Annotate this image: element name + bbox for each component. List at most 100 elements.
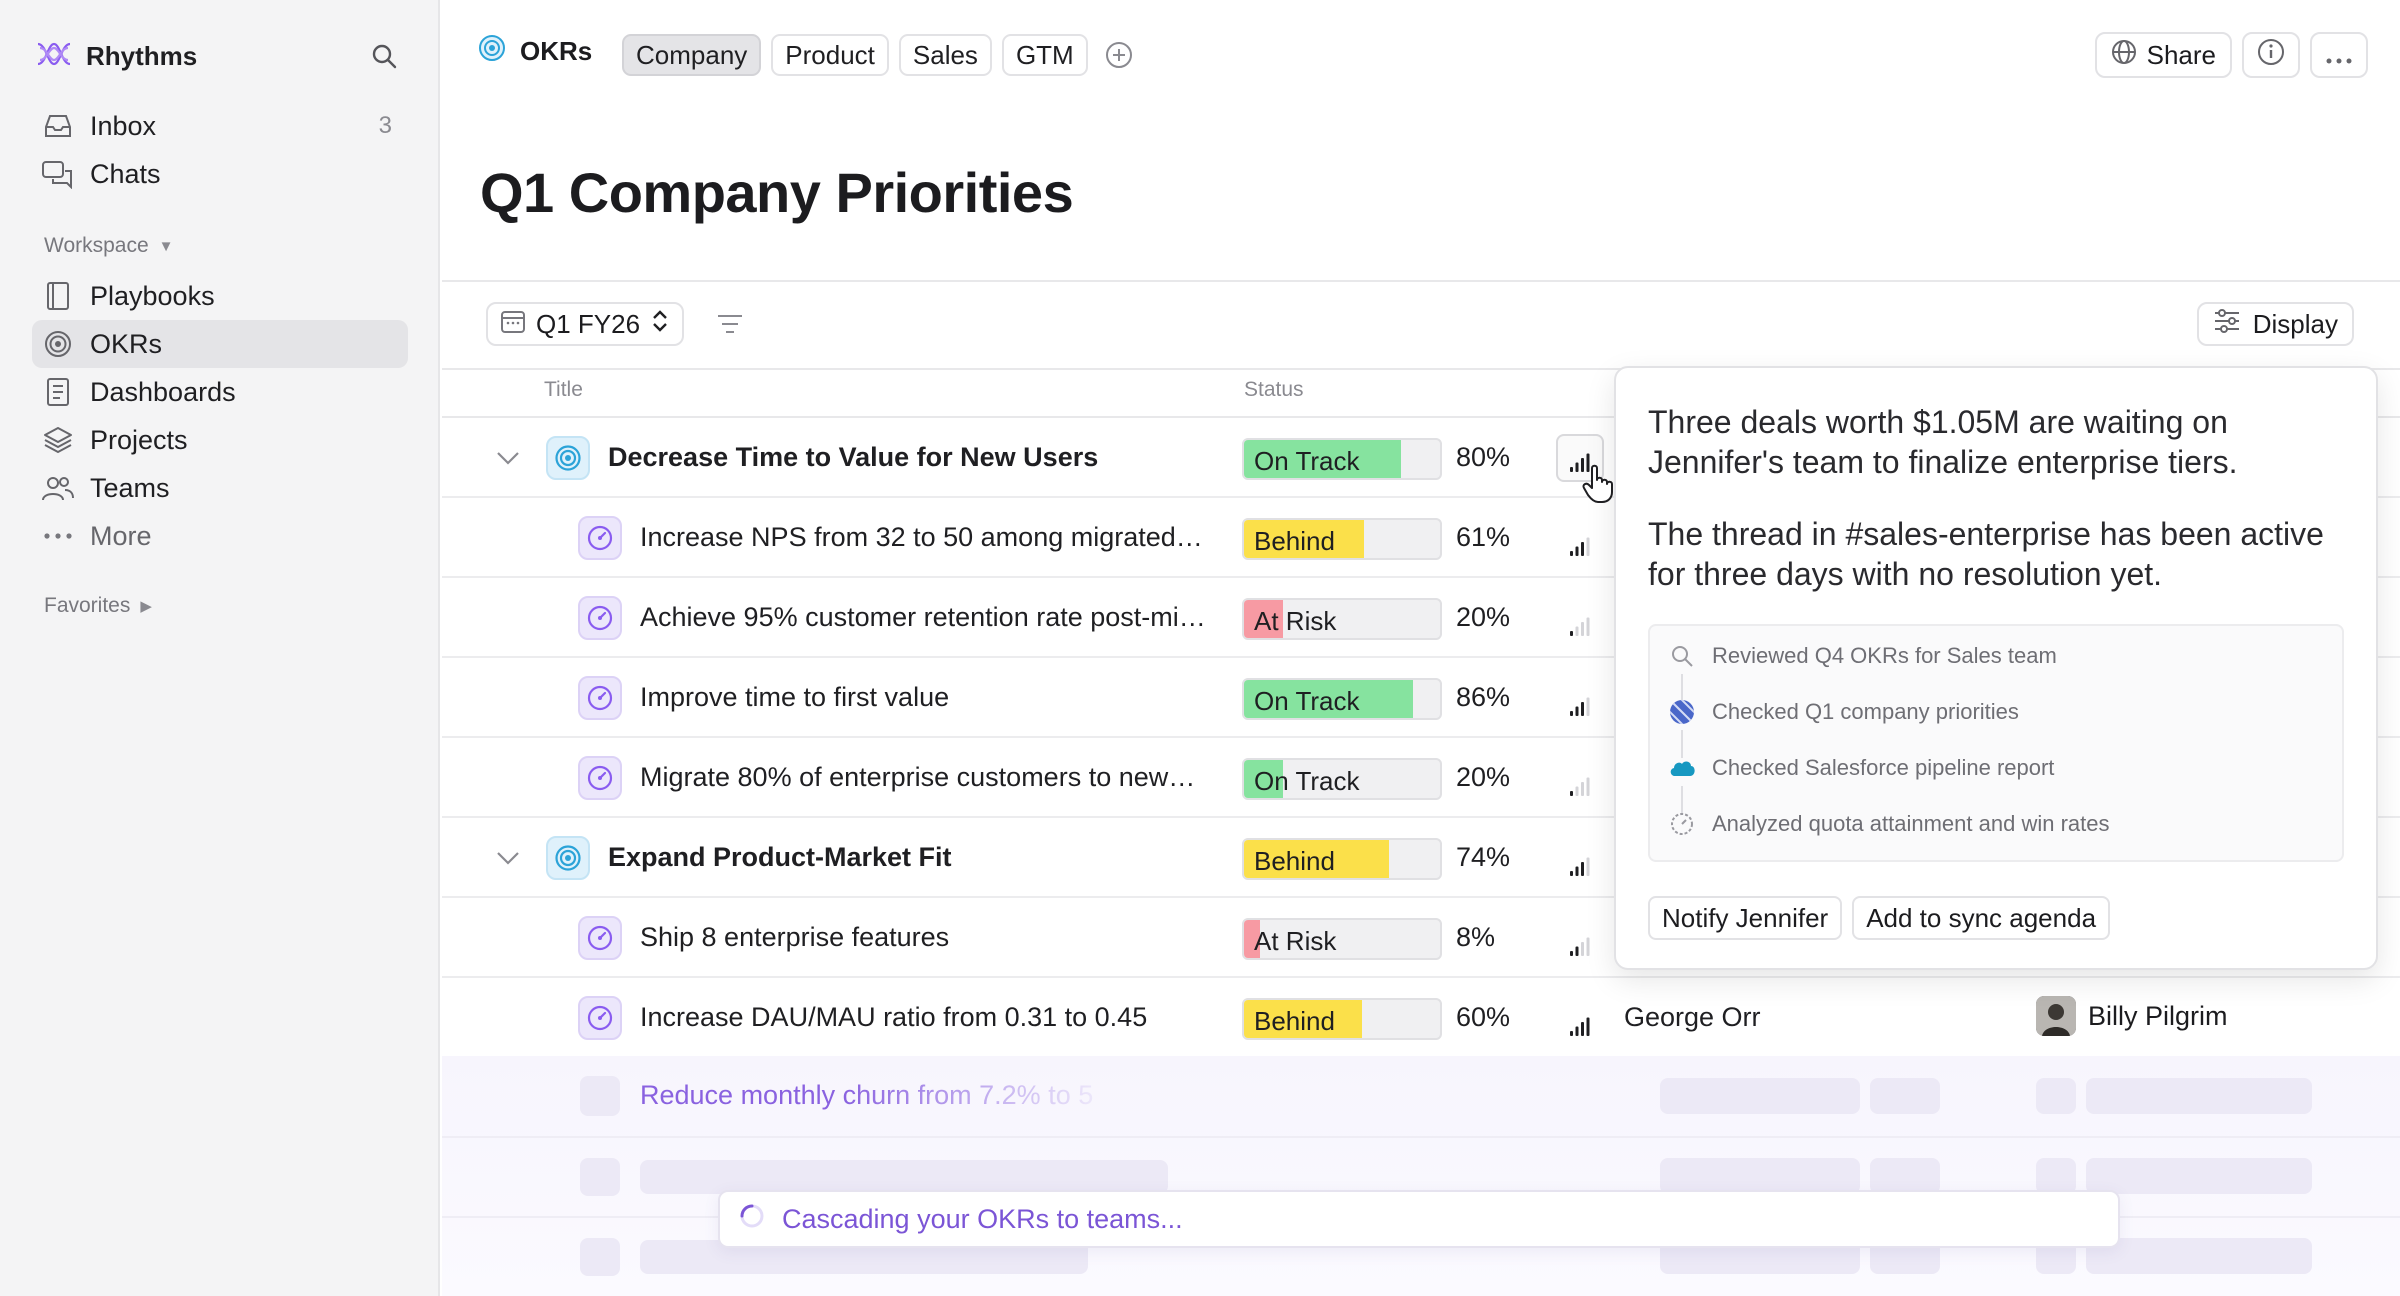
signal-strength-icon[interactable] — [1562, 680, 1598, 716]
favorites-section-toggle[interactable]: Favorites ▶ — [44, 594, 152, 618]
sidebar-item-projects[interactable]: Projects — [32, 416, 408, 464]
divider — [442, 368, 2400, 370]
filter-icon[interactable] — [712, 306, 748, 342]
sidebar-item-chats[interactable]: Chats — [32, 150, 408, 198]
key-result-row[interactable]: Increase DAU/MAU ratio from 0.31 to 0.45… — [442, 978, 2400, 1058]
signal-bar — [1575, 866, 1579, 876]
signal-strength-icon[interactable] — [1562, 1000, 1598, 1036]
signal-strength-icon[interactable] — [1562, 760, 1598, 796]
row-title[interactable]: Increase DAU/MAU ratio from 0.31 to 0.45 — [640, 1002, 1148, 1032]
key-result-row[interactable]: Ship 8 enterprise features At Risk 8% — [442, 898, 2400, 978]
progress-percent: 60% — [1456, 1002, 1511, 1032]
status-bar[interactable]: Behind — [1242, 998, 1442, 1040]
okr-target-icon — [478, 34, 506, 69]
signal-bar — [1581, 702, 1584, 716]
progress-percent: 74% — [1456, 842, 1511, 872]
key-result-row[interactable]: Achieve 95% customer retention rate post… — [442, 578, 2400, 658]
assignee[interactable]: Billy Pilgrim — [2036, 996, 2228, 1036]
sidebar-item-teams[interactable]: Teams — [32, 464, 408, 512]
row-title[interactable]: Increase NPS from 32 to 50 among migrate… — [640, 522, 1203, 552]
signal-strength-icon[interactable] — [1562, 840, 1598, 876]
tab-sales[interactable]: Sales — [898, 34, 992, 76]
activity-item: Checked Salesforce pipeline report — [1668, 754, 2054, 782]
signal-bar — [1570, 631, 1573, 636]
status-progress-fill — [1244, 760, 1284, 798]
insight-paragraph: Three deals worth $1.05M are waiting on … — [1648, 404, 2238, 480]
status-bar[interactable]: On Track — [1242, 438, 1442, 480]
add-tab-plus-icon[interactable] — [1098, 34, 1140, 76]
search-icon[interactable] — [364, 36, 404, 76]
status-label: On Track — [1254, 446, 1360, 476]
tab-product[interactable]: Product — [771, 34, 889, 76]
page-title: Q1 Company Priorities — [480, 161, 1074, 224]
signal-bar — [1586, 777, 1590, 796]
sidebar-item-inbox[interactable]: Inbox 3 — [32, 102, 408, 150]
workspace-section-toggle[interactable]: Workspace ▼ — [44, 234, 174, 258]
quarter-selector[interactable]: Q1 FY26 — [486, 302, 685, 346]
sidebar-item-label: Dashboards — [90, 376, 236, 407]
signal-strength-icon[interactable] — [1562, 920, 1598, 956]
notify-jennifer-button[interactable]: Notify Jennifer — [1648, 896, 1843, 940]
status-bar[interactable]: Behind — [1242, 838, 1442, 880]
objective-row[interactable]: Decrease Time to Value for New Users On T… — [442, 418, 2400, 498]
gauge-icon — [1668, 810, 1696, 838]
column-header-title[interactable]: Title — [544, 378, 583, 401]
signal-bar — [1581, 622, 1584, 636]
row-title[interactable]: Improve time to first value — [640, 682, 950, 712]
sidebar-item-label: More — [90, 520, 152, 551]
status-progress-fill — [1244, 920, 1260, 958]
signal-strength-icon[interactable] — [1562, 600, 1598, 636]
add-to-sync-agenda-button[interactable]: Add to sync agenda — [1852, 896, 2111, 940]
signal-strength-icon[interactable] — [1562, 520, 1598, 556]
salesforce-cloud-icon — [1668, 754, 1696, 782]
row-title[interactable]: Decrease Time to Value for New Users — [608, 442, 1099, 472]
signal-bar — [1575, 786, 1579, 796]
chevron-down-icon[interactable] — [490, 840, 526, 876]
row-title[interactable]: Achieve 95% customer retention rate post… — [640, 602, 1206, 632]
status-bar[interactable]: Behind — [1242, 518, 1442, 560]
tab-company[interactable]: Company — [622, 34, 762, 76]
sidebar-item-playbooks[interactable]: Playbooks — [32, 272, 408, 320]
key-result-gauge-icon — [578, 916, 622, 960]
target-icon — [40, 326, 76, 362]
signal-bar — [1575, 946, 1579, 956]
column-header-status[interactable]: Status — [1244, 378, 1304, 401]
display-button[interactable]: Display — [2196, 302, 2354, 346]
signal-bar — [1575, 1026, 1579, 1036]
sidebar-item-okrs[interactable]: OKRs — [32, 320, 408, 368]
owner-name[interactable]: George Orr — [1624, 1002, 1761, 1032]
sidebar-item-dashboards[interactable]: Dashboards — [32, 368, 408, 416]
brand[interactable]: Rhythms — [36, 36, 197, 76]
signal-bar — [1570, 1031, 1573, 1036]
skeleton-bar — [2086, 1078, 2312, 1114]
objective-row[interactable]: Expand Product-Market Fit Behind 74% — [442, 818, 2400, 898]
row-title[interactable]: Expand Product-Market Fit — [608, 842, 952, 872]
key-result-row[interactable]: Improve time to first value On Track 86% — [442, 658, 2400, 738]
more-options-button[interactable] — [2310, 32, 2368, 78]
chevron-down-icon[interactable] — [490, 440, 526, 476]
activity-label: Checked Salesforce pipeline report — [1712, 755, 2055, 780]
breadcrumb-label: OKRs — [520, 36, 593, 66]
row-title[interactable]: Migrate 80% of enterprise customers to n… — [640, 762, 1196, 792]
status-label: Behind — [1254, 526, 1335, 556]
assignee-name: Billy Pilgrim — [2088, 1000, 2228, 1031]
status-bar[interactable]: At Risk — [1242, 918, 1442, 960]
sidebar-item-more[interactable]: More — [32, 512, 408, 560]
status-label: At Risk — [1254, 606, 1337, 636]
status-bar[interactable]: On Track — [1242, 758, 1442, 800]
row-title[interactable]: Ship 8 enterprise features — [640, 922, 950, 952]
skeleton-icon — [580, 1076, 620, 1116]
divider — [442, 1136, 2400, 1138]
status-bar[interactable]: At Risk — [1242, 598, 1442, 640]
progress-percent: 20% — [1456, 762, 1511, 792]
key-result-row[interactable]: Migrate 80% of enterprise customers to n… — [442, 738, 2400, 818]
status-bar[interactable]: On Track — [1242, 678, 1442, 720]
status-progress-fill — [1244, 440, 1401, 478]
signal-bar — [1586, 857, 1590, 876]
tab-gtm[interactable]: GTM — [1001, 34, 1088, 76]
info-button[interactable] — [2242, 32, 2300, 78]
share-button[interactable]: Share — [2094, 32, 2232, 78]
key-result-row[interactable]: Increase NPS from 32 to 50 among migrate… — [442, 498, 2400, 578]
signal-bar — [1586, 937, 1590, 956]
breadcrumb[interactable]: OKRs — [478, 34, 592, 69]
